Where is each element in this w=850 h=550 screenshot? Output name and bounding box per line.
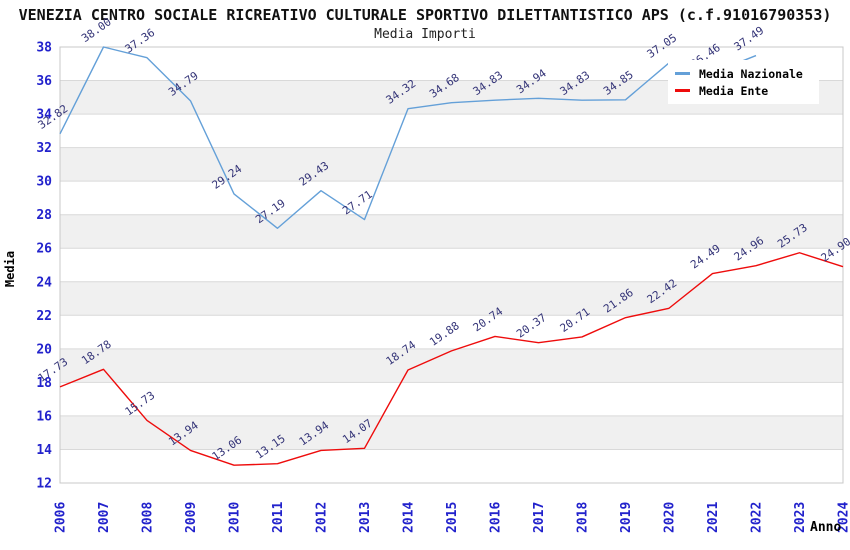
x-tick-label: 2008 [141, 502, 156, 533]
y-tick-label: 18 [36, 376, 52, 391]
x-tick-label: 2023 [793, 502, 808, 533]
x-tick-label: 2022 [750, 502, 765, 533]
x-tick-label: 2015 [445, 502, 460, 533]
x-axis-title: Anno [810, 520, 841, 535]
x-tick-label: 2017 [532, 502, 547, 533]
y-tick-label: 26 [36, 242, 52, 257]
y-tick-label: 20 [36, 342, 52, 357]
y-tick-label: 24 [36, 275, 52, 290]
y-tick-label: 28 [36, 208, 52, 223]
x-tick-label: 2020 [663, 502, 678, 533]
plot-band [60, 449, 843, 483]
chart-title: VENEZIA CENTRO SOCIALE RICREATIVO CULTUR… [18, 6, 832, 24]
y-tick-label: 22 [36, 309, 52, 324]
plot-band [60, 147, 843, 182]
plot-band [60, 415, 843, 450]
x-tick-label: 2013 [358, 502, 373, 533]
series-line-media-ente [59, 252, 844, 466]
plot-band [60, 281, 843, 316]
x-tick-label: 2021 [706, 502, 721, 533]
legend-label: Media Ente [699, 83, 769, 98]
y-axis-title: Media [3, 251, 17, 287]
x-tick-label: 2019 [619, 502, 634, 533]
y-tick-label: 34 [36, 108, 52, 123]
y-tick-label: 30 [36, 175, 52, 190]
legend-swatch-blue-line-icon [675, 72, 690, 75]
x-tick-label: 2024 [837, 502, 850, 533]
legend-swatch-red-line-icon [675, 89, 690, 92]
x-tick-label: 2009 [184, 502, 199, 533]
chart-legend: Media Nazionale Media Ente [668, 60, 819, 104]
x-tick-label: 2016 [489, 502, 504, 533]
series-line-media-nazionale [59, 46, 757, 229]
plot-band [60, 181, 843, 215]
x-tick-label: 2010 [228, 502, 243, 533]
legend-item-media-nazionale: Media Nazionale [675, 65, 819, 82]
y-tick-label: 38 [36, 41, 52, 56]
x-tick-label: 2012 [315, 502, 330, 533]
x-tick-label: 2014 [402, 502, 417, 533]
plot-band [60, 315, 843, 349]
plot-band [60, 382, 843, 416]
x-tick-label: 2006 [54, 502, 69, 533]
x-tick-label: 2007 [97, 502, 112, 533]
chart-subtitle: Media Importi [374, 27, 476, 42]
y-tick-label: 32 [36, 141, 52, 156]
legend-item-media-ente: Media Ente [675, 82, 819, 99]
y-tick-label: 36 [36, 74, 52, 89]
legend-label: Media Nazionale [699, 66, 803, 81]
plot-band [60, 348, 843, 383]
y-tick-label: 16 [36, 409, 52, 424]
plot-border [59, 46, 844, 484]
plot-band [60, 248, 843, 282]
plot-band [60, 214, 843, 249]
data-label: 38.00 [79, 15, 114, 45]
x-tick-label: 2011 [271, 502, 286, 533]
y-tick-label: 14 [36, 443, 52, 458]
plot-band [60, 114, 843, 148]
x-tick-label: 2018 [576, 502, 591, 533]
y-tick-label: 12 [36, 477, 52, 492]
